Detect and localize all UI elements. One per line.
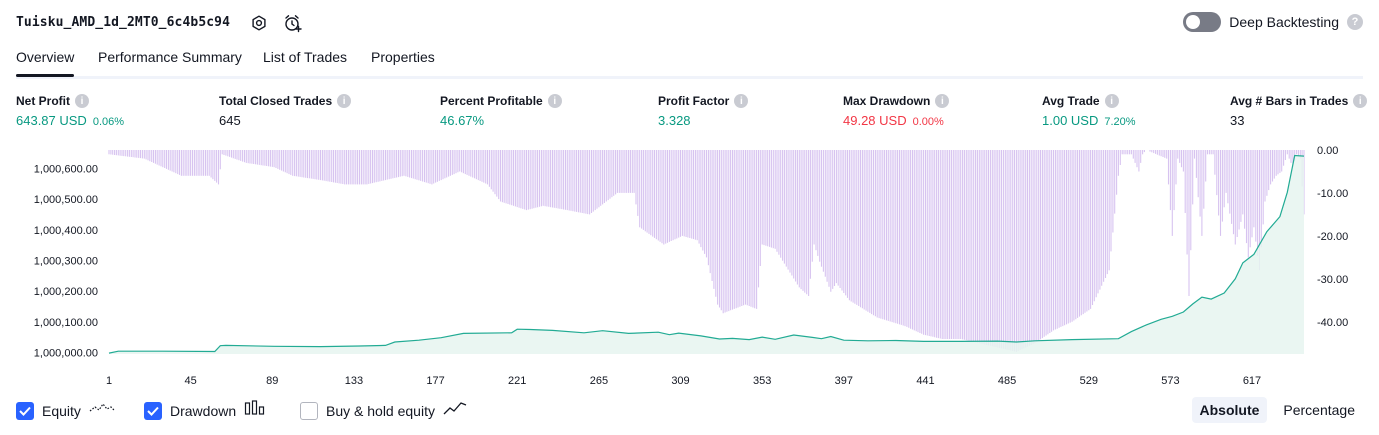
metric-label: Avg Trade bbox=[1042, 94, 1100, 108]
equity-tick-label: 1,000,200.00 bbox=[34, 286, 98, 298]
trade-tick-label: 89 bbox=[266, 375, 278, 387]
metric-label: Max Drawdown bbox=[843, 94, 931, 108]
drawdown-label: Drawdown bbox=[170, 402, 237, 419]
drawdown-tick-label: -40.00 bbox=[1317, 317, 1348, 329]
trade-tick-label: 529 bbox=[1080, 375, 1098, 387]
equity-tick-label: 1,000,100.00 bbox=[34, 317, 98, 329]
drawdown-axis-labels: 0.00 -10.00 -20.00 -30.00 -40.00 bbox=[1317, 145, 1348, 329]
equity-axis-labels: 1,000,000.00 1,000,100.00 1,000,200.00 1,00… bbox=[34, 163, 98, 359]
trade-tick-label: 309 bbox=[671, 375, 689, 387]
drawdown-tick-label: -20.00 bbox=[1317, 231, 1348, 243]
metric-label: Avg # Bars in Trades bbox=[1230, 94, 1349, 108]
drawdown-tick-label: -30.00 bbox=[1317, 274, 1348, 286]
info-icon[interactable]: i bbox=[547, 94, 562, 108]
report-tabs: Overview Performance Summary List of Tra… bbox=[16, 44, 1363, 79]
trade-number-axis-labels: 1 45 89 133 177 221 265 309 353 397 441 485 529 573 61… bbox=[106, 375, 1261, 387]
metric-percent: 7.20% bbox=[1104, 116, 1136, 128]
tab-list-of-trades[interactable]: List of Trades bbox=[263, 49, 348, 65]
strategy-name: Tuisku_AMD_1d_2MT0_6c4b5c94 bbox=[16, 15, 231, 30]
equity-line bbox=[108, 154, 1305, 354]
metric-label: Total Closed Trades bbox=[219, 94, 333, 108]
deep-backtesting-label: Deep Backtesting bbox=[1229, 14, 1339, 30]
metric-value: 33 bbox=[1230, 113, 1245, 128]
deep-backtesting: Deep Backtesting ? bbox=[1183, 12, 1363, 32]
trade-tick-label: 397 bbox=[835, 375, 853, 387]
metric-label: Profit Factor bbox=[658, 94, 730, 108]
buyhold-toggle[interactable]: Buy & hold equity bbox=[300, 400, 467, 421]
info-icon[interactable]: i bbox=[734, 94, 749, 108]
percentage-button[interactable]: Percentage bbox=[1283, 402, 1355, 418]
metric-profit-factor: Profit Factor i 3.328 bbox=[658, 94, 749, 128]
trade-tick-label: 617 bbox=[1243, 375, 1261, 387]
trade-tick-label: 485 bbox=[998, 375, 1016, 387]
trade-tick-label: 45 bbox=[184, 375, 196, 387]
info-icon[interactable]: i bbox=[1353, 94, 1368, 108]
equity-series bbox=[108, 154, 1305, 354]
trade-tick-label: 441 bbox=[916, 375, 934, 387]
metric-percent-profitable: Percent Profitable i 46.67% bbox=[440, 94, 562, 128]
drawdown-tick-label: 0.00 bbox=[1317, 145, 1338, 157]
equity-tick-label: 1,000,300.00 bbox=[34, 255, 98, 267]
metric-avg-trade: Avg Trade i 1.00 USD 7.20% bbox=[1042, 94, 1136, 128]
metric-label: Net Profit bbox=[16, 94, 70, 108]
info-icon[interactable]: i bbox=[337, 94, 352, 108]
metric-value: 643.87 USD bbox=[16, 113, 87, 128]
value-mode-switch: Absolute Percentage bbox=[1191, 397, 1364, 423]
metric-value: 3.328 bbox=[658, 113, 691, 128]
metric-label: Percent Profitable bbox=[440, 94, 543, 108]
equity-toggle[interactable]: Equity bbox=[16, 400, 115, 421]
question-icon[interactable]: ? bbox=[1347, 14, 1363, 30]
metric-net-profit: Net Profit i 643.87 USD 0.06% bbox=[16, 94, 124, 128]
info-icon[interactable]: i bbox=[1104, 94, 1119, 108]
equity-tick-label: 1,000,600.00 bbox=[34, 163, 98, 175]
equity-tick-label: 1,000,400.00 bbox=[34, 225, 98, 237]
checkbox-unchecked-icon[interactable] bbox=[300, 401, 318, 420]
trade-tick-label: 133 bbox=[345, 375, 363, 387]
tab-properties[interactable]: Properties bbox=[371, 49, 435, 65]
equity-line-icon bbox=[89, 400, 115, 421]
metric-percent: 0.00% bbox=[912, 116, 944, 128]
equity-tick-label: 1,000,500.00 bbox=[34, 194, 98, 206]
trade-tick-label: 221 bbox=[508, 375, 526, 387]
strategy-header: Tuisku_AMD_1d_2MT0_6c4b5c94 Deep Backtes… bbox=[16, 12, 1363, 36]
metric-value: 645 bbox=[219, 113, 241, 128]
metric-total-closed-trades: Total Closed Trades i 645 bbox=[219, 94, 352, 128]
drawdown-tick-label: -10.00 bbox=[1317, 188, 1348, 200]
metric-percent: 0.06% bbox=[92, 116, 125, 128]
drawdown-toggle[interactable]: Drawdown bbox=[144, 400, 266, 421]
metric-value: 1.00 USD bbox=[1042, 113, 1099, 128]
absolute-button[interactable]: Absolute bbox=[1191, 397, 1268, 423]
trade-tick-label: 265 bbox=[590, 375, 608, 387]
equity-label: Equity bbox=[42, 402, 81, 419]
metric-value: 49.28 USD bbox=[843, 113, 907, 128]
buyhold-line-icon bbox=[443, 400, 467, 421]
trade-tick-label: 573 bbox=[1161, 375, 1179, 387]
deep-backtesting-toggle[interactable] bbox=[1183, 12, 1222, 32]
drawdown-bars-icon bbox=[244, 400, 266, 421]
buyhold-label: Buy & hold equity bbox=[326, 402, 435, 419]
tab-overview[interactable]: Overview bbox=[16, 49, 75, 77]
metric-avg-bars-in-trades: Avg # Bars in Trades i 33 bbox=[1230, 94, 1368, 128]
checkbox-checked-icon[interactable] bbox=[144, 401, 162, 420]
metric-value: 46.67% bbox=[440, 113, 485, 128]
checkbox-checked-icon[interactable] bbox=[16, 401, 34, 420]
info-icon[interactable]: i bbox=[935, 94, 950, 108]
trade-tick-label: 177 bbox=[426, 375, 444, 387]
equity-tick-label: 1,000,000.00 bbox=[34, 348, 98, 360]
alarm-clock-plus-icon[interactable] bbox=[282, 12, 304, 34]
metric-max-drawdown: Max Drawdown i 49.28 USD 0.00% bbox=[843, 94, 950, 128]
tab-performance-summary[interactable]: Performance Summary bbox=[98, 49, 242, 65]
gear-icon[interactable] bbox=[248, 12, 270, 34]
drawdown-bars bbox=[108, 150, 1305, 352]
equity-drawdown-chart[interactable]: 1,000,000.00 1,000,100.00 1,000,200.00 1,00… bbox=[0, 140, 1379, 390]
trade-tick-label: 1 bbox=[106, 375, 112, 387]
trade-tick-label: 353 bbox=[753, 375, 771, 387]
info-icon[interactable]: i bbox=[75, 94, 89, 108]
equity-area bbox=[109, 155, 1304, 354]
